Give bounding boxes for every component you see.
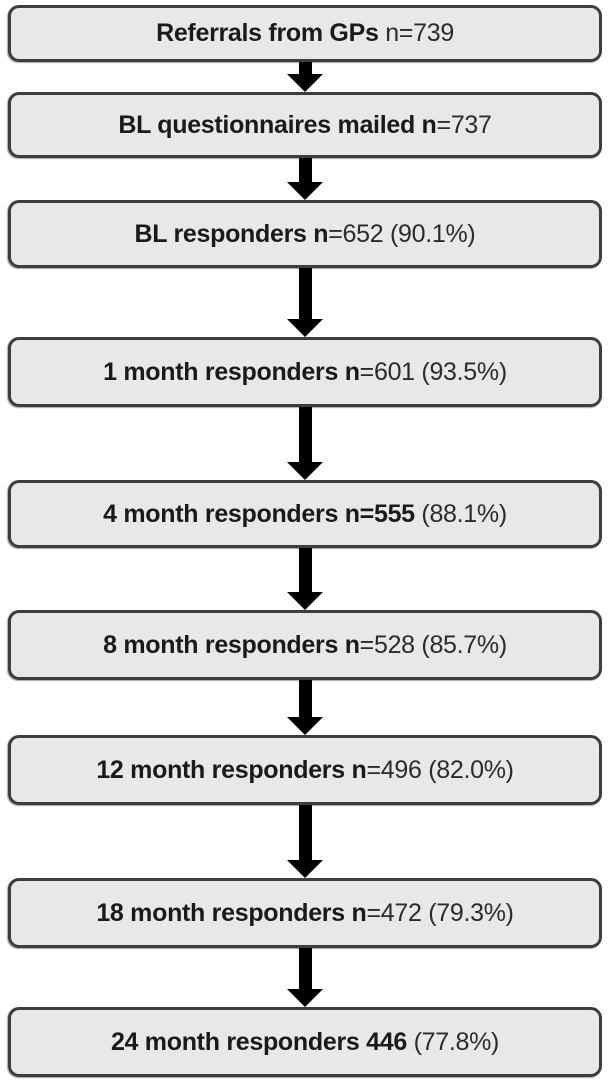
flow-box-label: 4 month responders n=555 (88.1%) [103, 500, 507, 529]
flow-box-label-bold: 1 month responders n [103, 357, 360, 386]
flow-box-label: 18 month responders n=472 (79.3%) [96, 898, 514, 928]
down-arrow-icon [287, 268, 323, 337]
flow-box-label-value: =496 (82.0%) [366, 755, 514, 784]
flow-box-label-bold: 18 month responders n [96, 898, 367, 927]
flow-box-referrals-from-gps: Referrals from GPs n=739 [8, 5, 602, 62]
flow-box-label-value: =472 (79.3%) [366, 898, 514, 927]
flow-box-label: 1 month responders n=601 (93.5%) [103, 358, 507, 387]
flow-box-label-value: (77.8%) [413, 1027, 500, 1056]
flow-box-label-value: =601 (93.5%) [359, 357, 508, 386]
down-arrow-icon [287, 680, 323, 735]
down-arrow-icon [287, 548, 323, 610]
flow-box-12-month-responders: 12 month responders n=496 (82.0%) [8, 735, 602, 805]
down-arrow-icon [287, 407, 323, 480]
flow-box-label-value: =737 [436, 110, 492, 139]
flow-box-4-month-responders: 4 month responders n=555 (88.1%) [8, 480, 602, 548]
flow-box-label-bold: Referrals from GPs [156, 19, 386, 47]
down-arrow-icon [287, 62, 323, 92]
flow-box-label-bold: BL questionnaires mailed n [118, 110, 437, 139]
flow-box-label-bold: 4 month responders n=555 [103, 499, 422, 528]
flow-box-label-value: =652 (90.1%) [328, 219, 476, 248]
flow-box-label-bold: 8 month responders n [103, 630, 360, 659]
flow-box-18-month-responders: 18 month responders n=472 (79.3%) [8, 878, 602, 948]
flow-box-8-month-responders: 8 month responders n=528 (85.7%) [8, 610, 602, 680]
flow-box-label-bold: BL responders n [134, 219, 329, 248]
flow-box-bl-questionnaires-mailed: BL questionnaires mailed n=737 [8, 92, 602, 158]
down-arrow-icon [287, 948, 323, 1007]
flow-box-label: 24 month responders 446 (77.8%) [111, 1028, 499, 1057]
flow-box-label: BL responders n=652 (90.1%) [135, 220, 476, 249]
flow-box-bl-responders: BL responders n=652 (90.1%) [8, 200, 602, 268]
flow-box-label-bold: 12 month responders n [96, 755, 367, 784]
down-arrow-icon [287, 158, 323, 200]
flow-box-label: Referrals from GPs n=739 [156, 19, 454, 48]
flow-box-label-bold: 24 month responders 446 [110, 1027, 414, 1056]
flow-box-label-value: (88.1%) [421, 499, 507, 528]
flow-box-24-month-responders: 24 month responders 446 (77.8%) [8, 1007, 602, 1077]
flow-box-label-value: =528 (85.7%) [359, 630, 508, 659]
flow-box-label: BL questionnaires mailed n=737 [118, 110, 492, 140]
down-arrow-icon [287, 805, 323, 878]
flow-box-label: 8 month responders n=528 (85.7%) [103, 631, 507, 660]
flow-box-1-month-responders: 1 month responders n=601 (93.5%) [8, 337, 602, 407]
flow-box-label-value: n=739 [385, 19, 454, 47]
flow-box-label: 12 month responders n=496 (82.0%) [96, 755, 514, 785]
